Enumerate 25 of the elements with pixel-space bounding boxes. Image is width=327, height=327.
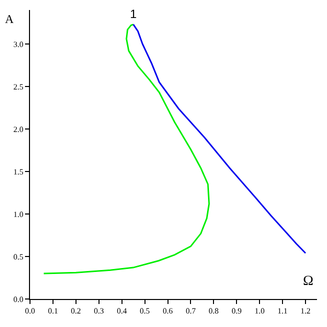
y-tick-label: 1.0 — [13, 210, 24, 219]
line-series — [43, 24, 210, 274]
y-axis-title: A — [5, 12, 14, 26]
x-tick-label: 0.5 — [140, 306, 150, 316]
y-tick-label: 3.0 — [13, 40, 24, 49]
y-tick-label: 2.5 — [13, 82, 24, 92]
y-tick-label: 0.0 — [13, 294, 24, 304]
x-tick-label: 0.1 — [48, 306, 58, 316]
annotation: 1 — [130, 7, 137, 21]
x-tick-label: 0.3 — [94, 306, 104, 316]
x-axis-title: Ω — [303, 274, 314, 289]
x-tick-label: 0.7 — [186, 306, 196, 316]
x-tick-label: 0.6 — [162, 306, 173, 316]
x-tick-label: 0.4 — [116, 306, 127, 316]
x-tick-label: 0.2 — [70, 306, 81, 316]
line-series — [132, 24, 306, 254]
x-tick-label: 0.0 — [25, 306, 35, 316]
x-tick-label: 1.1 — [278, 306, 288, 316]
x-tick-label: 1.0 — [254, 306, 265, 316]
y-tick-label: 2.0 — [13, 124, 24, 134]
x-tick-label: 1.2 — [300, 306, 311, 316]
y-tick-label: 1.5 — [13, 167, 24, 176]
x-tick-label: 0.9 — [232, 306, 242, 316]
y-tick-label: 0.5 — [13, 252, 24, 262]
x-tick-label: 0.8 — [208, 306, 219, 316]
